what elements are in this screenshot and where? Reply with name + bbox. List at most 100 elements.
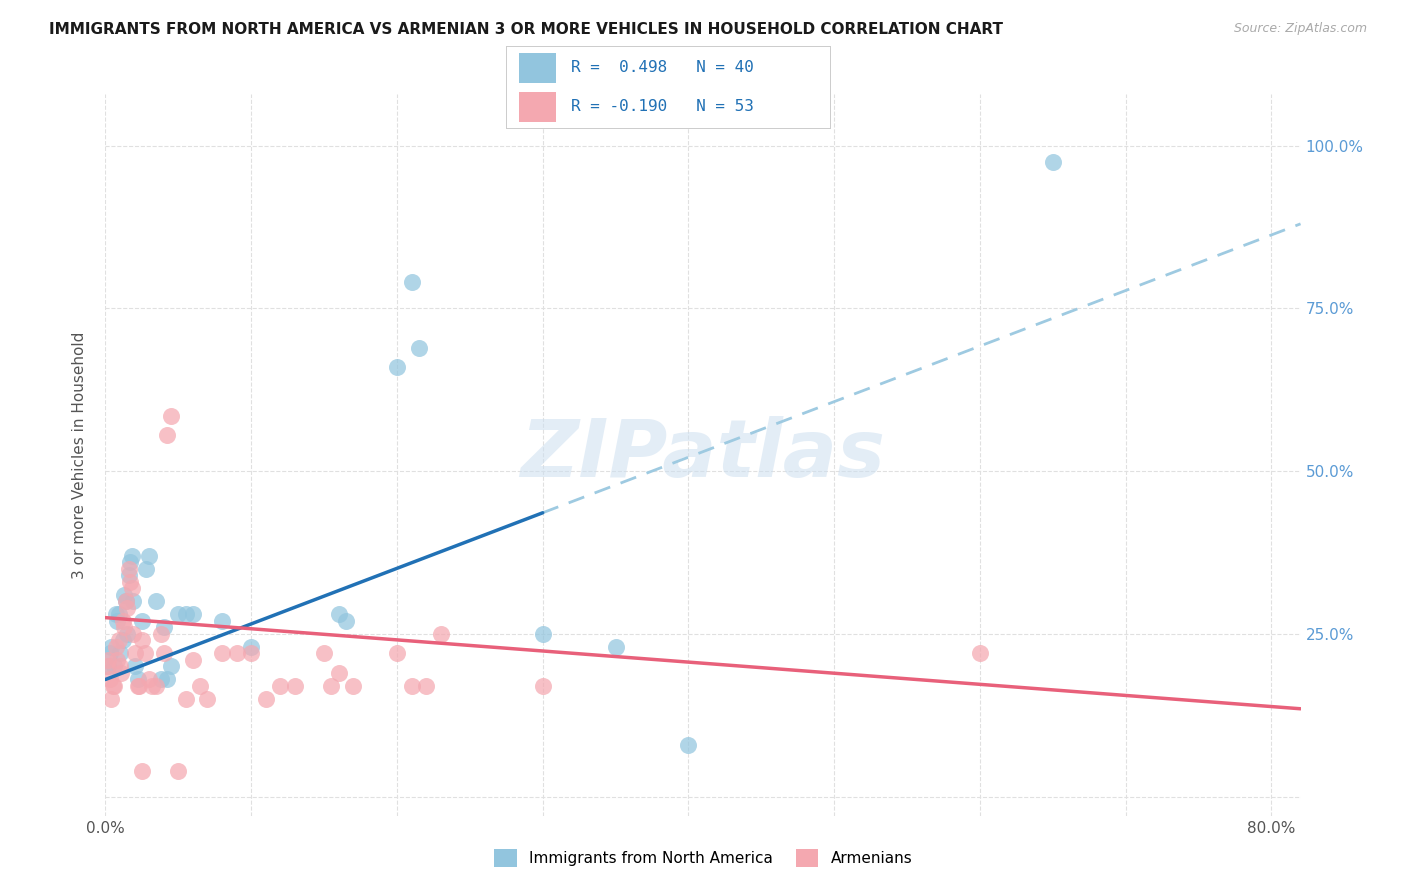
Point (156, 673, 179, 687)
Point (115, 594, 138, 608)
Point (112, 588, 135, 602)
Point (128, 679, 150, 693)
Point (120, 555, 142, 569)
Point (96, 659, 118, 673)
Point (107, 633, 129, 648)
Bar (519, 53, 557, 83)
Point (197, 692, 219, 706)
Point (118, 568, 141, 582)
Point (108, 659, 131, 673)
Point (97, 653, 120, 667)
Point (342, 679, 364, 693)
Point (969, 647, 991, 661)
Point (110, 665, 132, 680)
Text: ZIPatlas: ZIPatlas (520, 416, 886, 494)
Point (121, 549, 143, 563)
Point (121, 582, 143, 596)
Point (254, 692, 277, 706)
Point (167, 607, 190, 622)
Point (321, 679, 343, 693)
Text: Source: ZipAtlas.com: Source: ZipAtlas.com (1233, 22, 1367, 36)
Point (118, 562, 141, 576)
Point (122, 627, 145, 641)
Text: R = -0.190   N = 53: R = -0.190 N = 53 (571, 99, 754, 114)
Point (127, 679, 149, 693)
Text: R =  0.498   N = 40: R = 0.498 N = 40 (571, 60, 754, 75)
Point (328, 665, 350, 680)
Point (98, 647, 121, 661)
Point (100, 692, 122, 706)
Point (160, 409, 183, 423)
Point (112, 620, 135, 634)
Point (108, 647, 131, 661)
Point (122, 594, 145, 608)
Point (124, 659, 146, 673)
Point (141, 679, 163, 693)
Point (115, 594, 138, 608)
Point (134, 647, 156, 661)
Point (160, 659, 183, 673)
Point (105, 653, 128, 667)
Point (131, 614, 153, 628)
Point (225, 647, 247, 661)
Point (127, 673, 149, 687)
Point (100, 640, 122, 654)
Legend: Immigrants from North America, Armenians: Immigrants from North America, Armenians (488, 843, 918, 873)
Point (98, 673, 121, 687)
Point (152, 620, 174, 634)
Point (174, 692, 197, 706)
Point (181, 607, 204, 622)
Point (105, 614, 128, 628)
Point (335, 614, 357, 628)
Y-axis label: 3 or more Vehicles in Household: 3 or more Vehicles in Household (72, 331, 87, 579)
Point (269, 679, 291, 693)
Bar (519, 92, 557, 122)
Point (429, 627, 451, 641)
Point (111, 633, 134, 648)
Point (101, 679, 124, 693)
Point (149, 673, 172, 687)
Point (312, 647, 335, 661)
Point (103, 679, 125, 693)
Point (401, 679, 423, 693)
Point (401, 276, 423, 290)
Point (104, 607, 127, 622)
Point (188, 679, 211, 693)
Point (138, 673, 160, 687)
Point (145, 594, 167, 608)
Point (240, 647, 263, 661)
Point (415, 679, 437, 693)
Point (531, 627, 554, 641)
Point (284, 679, 307, 693)
Point (107, 607, 129, 622)
Point (103, 659, 125, 673)
Point (1042, 155, 1064, 169)
Point (104, 640, 127, 654)
Point (181, 653, 204, 667)
Point (408, 341, 430, 355)
Point (111, 614, 134, 628)
Point (138, 549, 160, 563)
Point (240, 640, 263, 654)
Point (156, 428, 179, 442)
Point (385, 359, 408, 374)
Point (97, 659, 120, 673)
Point (149, 627, 172, 641)
Point (385, 647, 408, 661)
Point (117, 600, 139, 615)
Point (328, 607, 350, 622)
Text: IMMIGRANTS FROM NORTH AMERICA VS ARMENIAN 3 OR MORE VEHICLES IN HOUSEHOLD CORREL: IMMIGRANTS FROM NORTH AMERICA VS ARMENIA… (49, 22, 1004, 37)
Point (145, 679, 167, 693)
Point (678, 738, 700, 752)
Point (131, 633, 153, 648)
Point (167, 764, 190, 778)
Point (135, 562, 157, 576)
Point (117, 627, 139, 641)
Point (211, 647, 233, 661)
Point (174, 607, 197, 622)
Point (131, 764, 153, 778)
Point (211, 614, 233, 628)
Point (120, 574, 142, 589)
Point (531, 679, 554, 693)
Point (124, 647, 146, 661)
